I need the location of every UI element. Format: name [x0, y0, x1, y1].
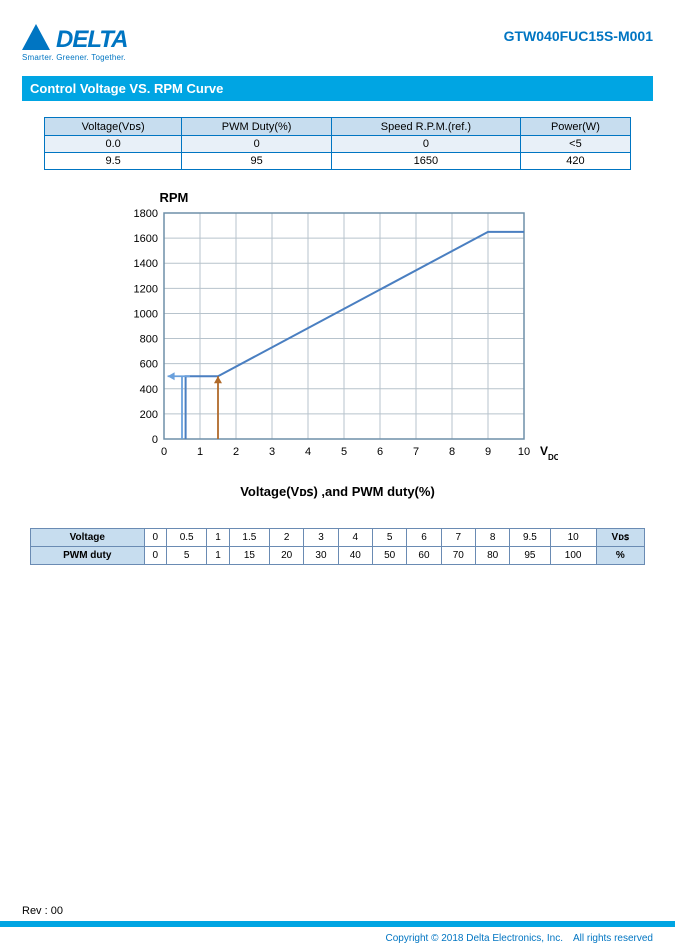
tagline: Smarter. Greener. Together.: [22, 53, 127, 62]
chart-block: RPM 0 1 2 3 4 5 6 7 8 9 10 0 200 400 600 800 1000 1200 140…: [118, 190, 558, 472]
svg-text:1: 1: [196, 446, 202, 458]
svg-text:400: 400: [139, 384, 157, 396]
logo-text: DELTA: [56, 26, 127, 54]
svg-text:10: 10: [517, 446, 529, 458]
page-header: DELTA Smarter. Greener. Together. GTW040…: [22, 24, 653, 62]
svg-text:6: 6: [376, 446, 382, 458]
row-header-voltage: Voltage: [31, 529, 145, 547]
svg-text:4: 4: [304, 446, 310, 458]
svg-text:1000: 1000: [133, 308, 157, 320]
svg-text:1600: 1600: [133, 233, 157, 245]
svg-text:2: 2: [232, 446, 238, 458]
table-row: 0.0 0 0 <5: [45, 136, 631, 153]
col-rpm: Speed R.P.M.(ref.): [331, 118, 520, 136]
svg-text:200: 200: [139, 409, 157, 421]
delta-logo-icon: [22, 24, 50, 55]
page-footer: Rev : 00 Copyright © 2018 Delta Electron…: [0, 901, 675, 950]
table-row: Voltage 0 0.5 1 1.5 2 3 4 5 6 7 8 9.5 10…: [31, 529, 645, 547]
table-row: PWM duty 0 5 1 15 20 30 40 50 60 70 80 9…: [31, 547, 645, 565]
table-header-row: Voltage(Vᴅꜱ) PWM Duty(%) Speed R.P.M.(re…: [45, 118, 631, 136]
logo-block: DELTA Smarter. Greener. Together.: [22, 24, 127, 62]
revision-text: Rev : 00: [0, 901, 675, 921]
table2-wrap: Voltage 0 0.5 1 1.5 2 3 4 5 6 7 8 9.5 10…: [22, 528, 653, 565]
part-number: GTW040FUC15S-M001: [504, 28, 653, 44]
svg-text:8: 8: [448, 446, 454, 458]
summary-table: Voltage(Vᴅꜱ) PWM Duty(%) Speed R.P.M.(re…: [44, 117, 631, 170]
svg-text:1200: 1200: [133, 283, 157, 295]
svg-text:3: 3: [268, 446, 274, 458]
table1-wrap: Voltage(Vᴅꜱ) PWM Duty(%) Speed R.P.M.(re…: [22, 117, 653, 170]
svg-text:0: 0: [160, 446, 166, 458]
copyright-text: Copyright © 2018 Delta Electronics, Inc.…: [0, 927, 675, 950]
svg-text:VDC: VDC: [540, 444, 558, 462]
svg-text:7: 7: [412, 446, 418, 458]
svg-text:1400: 1400: [133, 258, 157, 270]
svg-text:9: 9: [484, 446, 490, 458]
svg-text:800: 800: [139, 334, 157, 346]
svg-text:5: 5: [340, 446, 346, 458]
svg-text:600: 600: [139, 359, 157, 371]
section-title-bar: Control Voltage VS. RPM Curve: [22, 76, 653, 101]
svg-text:0: 0: [151, 434, 157, 446]
row-header-pwm: PWM duty: [31, 547, 145, 565]
chart-y-title: RPM: [160, 190, 558, 205]
col-power: Power(W): [520, 118, 630, 136]
col-voltage: Voltage(Vᴅꜱ): [45, 118, 182, 136]
page-content: DELTA Smarter. Greener. Together. GTW040…: [0, 0, 675, 565]
pwm-duty-table: Voltage 0 0.5 1 1.5 2 3 4 5 6 7 8 9.5 10…: [30, 528, 645, 565]
rpm-chart: 0 1 2 3 4 5 6 7 8 9 10 0 200 400 600 800 1000 1200 1400 160…: [118, 207, 558, 467]
table-row: 9.5 95 1650 420: [45, 153, 631, 170]
svg-text:1800: 1800: [133, 208, 157, 220]
col-pwm: PWM Duty(%): [182, 118, 332, 136]
chart-caption: Voltage(Vᴅꜱ) ,and PWM duty(%): [22, 484, 653, 500]
